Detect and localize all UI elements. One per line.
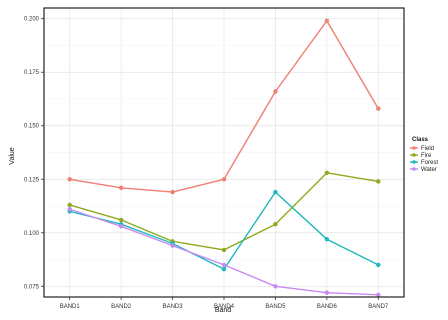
data-point-forest (376, 262, 381, 268)
series-water (67, 207, 381, 298)
data-point-fire (67, 202, 72, 208)
legend-key-point (412, 167, 416, 171)
x-tick-label: BAND1 (60, 304, 81, 310)
data-point-fire (118, 217, 124, 223)
data-point-fire (376, 179, 381, 184)
data-point-forest (273, 189, 278, 195)
data-point-fire (221, 247, 227, 253)
data-point-field (221, 177, 227, 182)
legend-item-field: Field (410, 146, 434, 152)
legend-item-water: Water (410, 167, 437, 173)
legend-label: Fire (421, 153, 432, 159)
legend-item-fire: Fire (410, 153, 432, 159)
data-point-water (118, 224, 124, 229)
x-tick-label: BAND6 (317, 304, 338, 310)
series-field (67, 18, 381, 195)
y-axis-title: Value (9, 147, 16, 164)
x-tick-label: BAND2 (111, 304, 132, 310)
y-axis-ticks: 0.075 0.100 0.125 0.150 0.175 0.200 (24, 17, 44, 290)
legend-label: Water (421, 167, 437, 173)
data-point-forest (324, 237, 330, 242)
y-tick-label: 0.100 (24, 231, 40, 237)
data-point-water (376, 292, 381, 298)
x-tick-label: BAND4 (214, 304, 235, 310)
x-tick-label: BAND7 (368, 304, 389, 310)
data-point-water (273, 284, 278, 289)
data-point-field (67, 177, 72, 182)
legend-key-point (412, 160, 416, 164)
x-tick-label: BAND5 (265, 304, 286, 310)
legend-item-forest: Forest (410, 160, 438, 166)
series-layer (67, 18, 381, 298)
data-point-fire (324, 170, 330, 176)
data-point-water (170, 243, 175, 248)
y-tick-label: 0.175 (24, 70, 40, 76)
data-point-field (170, 189, 175, 195)
data-point-field (118, 185, 124, 191)
data-point-fire (273, 222, 278, 227)
x-axis-title: Band (215, 307, 231, 314)
y-tick-label: 0.200 (24, 17, 40, 23)
data-point-water (221, 262, 227, 268)
y-tick-label: 0.075 (24, 284, 40, 290)
x-axis-ticks: BAND1 BAND2 BAND3 BAND4 BAND5 BAND6 BAND7 (60, 297, 389, 310)
legend-key-point (412, 153, 416, 157)
data-point-water (67, 207, 72, 212)
legend-label: Forest (421, 160, 438, 166)
data-point-forest (221, 266, 227, 272)
y-tick-label: 0.150 (24, 124, 40, 130)
data-point-field (376, 106, 381, 111)
data-point-field (273, 89, 278, 94)
legend-key-point (412, 146, 416, 150)
data-point-field (324, 18, 330, 24)
data-point-water (324, 290, 330, 295)
x-tick-label: BAND3 (163, 304, 184, 310)
legend-title: Class (412, 137, 429, 143)
y-tick-label: 0.125 (24, 177, 40, 183)
legend-label: Field (421, 146, 434, 152)
